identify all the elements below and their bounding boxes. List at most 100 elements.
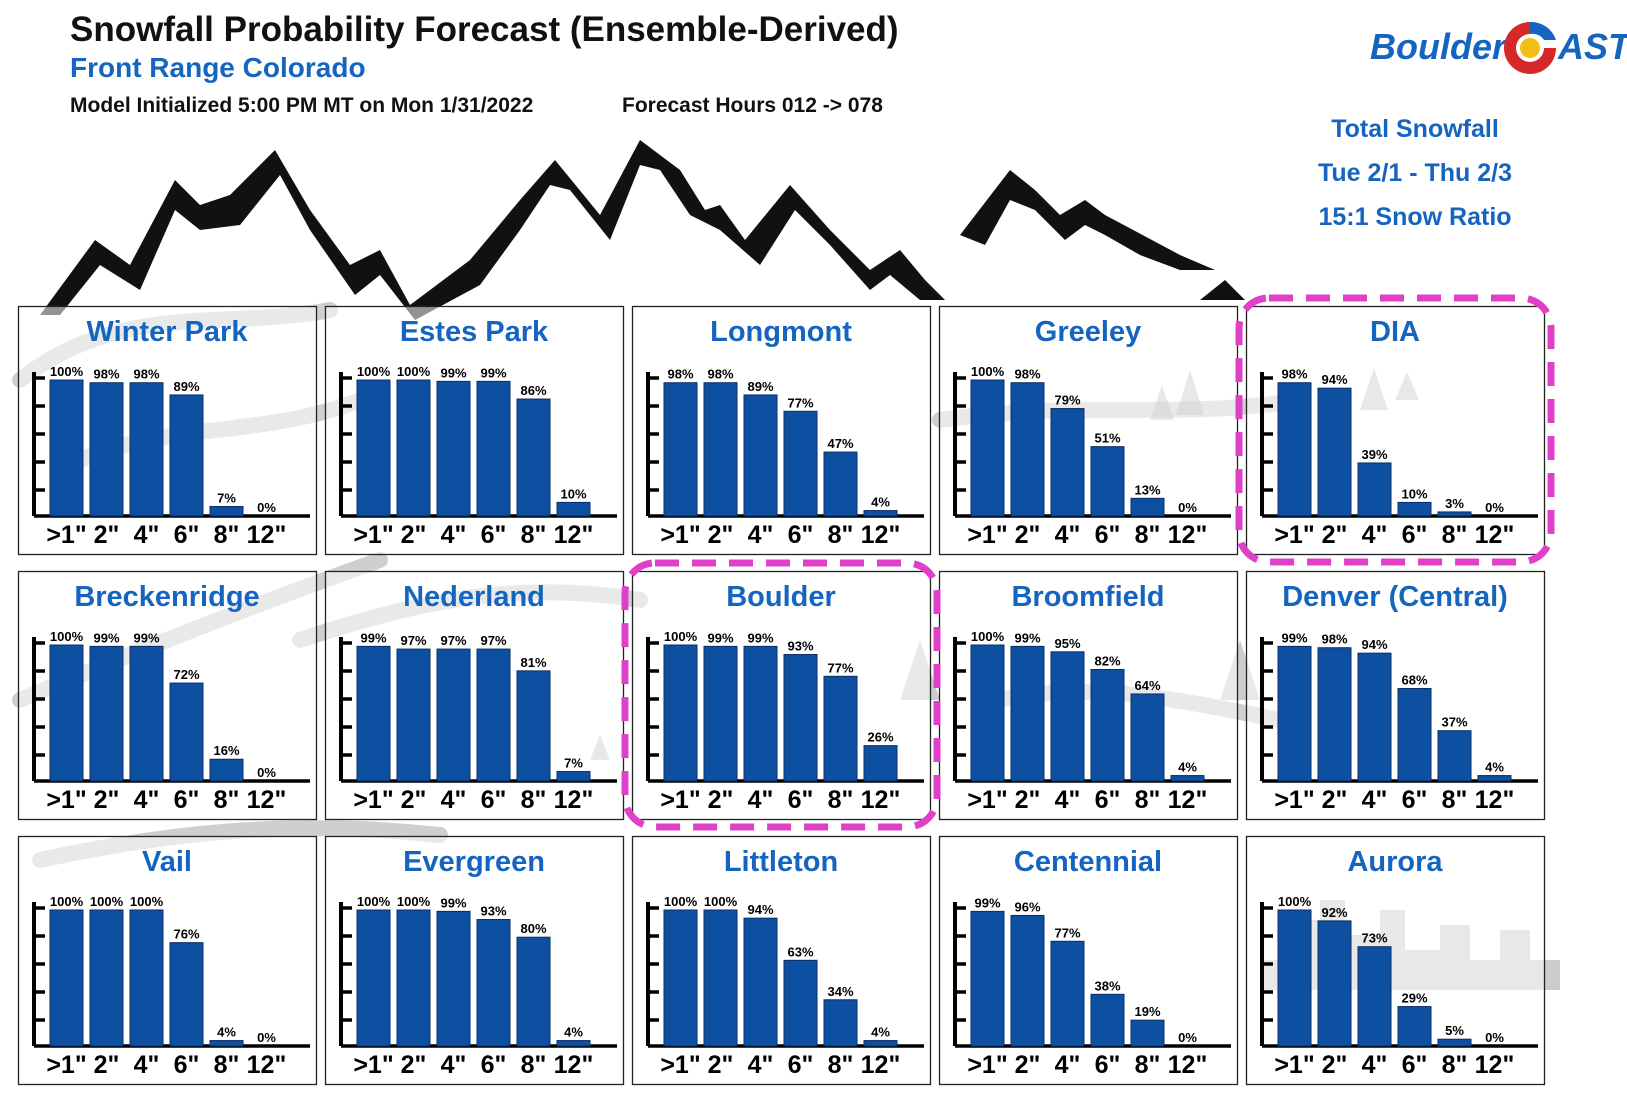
chart-title: Snowfall Probability Forecast (Ensemble-… [70,10,899,49]
bar-gt1 [356,909,391,1047]
bar-value-label: 13% [1134,482,1160,497]
bar-8 [1437,730,1472,782]
panel-title: Longmont [710,316,852,348]
bar-value-label: 100% [50,629,84,644]
x-tick-label: >1" [46,786,86,814]
bar-gt1 [970,910,1005,1047]
bar-6 [1397,501,1432,517]
bar-value-label: 4% [871,495,890,510]
x-tick-label: 12" [1168,521,1208,549]
bar-value-label: 38% [1094,978,1120,993]
bar-2 [1010,645,1045,782]
panel-title: Evergreen [403,846,545,878]
x-tick-label: 6" [788,1051,814,1079]
bar-6 [476,648,511,782]
bar-value-label: 94% [1321,372,1347,387]
bar-6 [476,380,511,517]
bar-value-label: 100% [90,894,124,909]
bar-value-label: 39% [1361,447,1387,462]
panel-dia: DIA 98% 94% 39% 10% 3% 0% >1" 2" 4" 6" 8" 12" [1245,305,1546,556]
x-tick-label: 4" [441,521,467,549]
bar-8 [516,936,551,1047]
x-tick-label: 12" [1168,786,1208,814]
bar-value-label: 16% [213,743,239,758]
x-tick-label: 6" [174,786,200,814]
bar-12 [556,501,591,517]
x-tick-label: 8" [828,786,854,814]
x-tick-label: >1" [660,786,700,814]
bar-6 [169,942,204,1047]
logo-text-left: Boulder [1370,26,1507,67]
bar-value-label: 77% [787,395,813,410]
bar-value-label: 95% [1054,636,1080,651]
bar-8 [823,675,858,782]
bar-8 [1130,1019,1165,1047]
x-tick-label: >1" [353,786,393,814]
panel-littleton: Littleton 100% 100% 94% 63% 34% 4% >1" 2" 4" 6" 8" 1… [631,835,932,1086]
x-tick-label: >1" [967,521,1007,549]
bar-value-label: 7% [564,755,583,770]
bar-value-label: 97% [480,633,506,648]
bar-gt1 [356,379,391,517]
bar-2 [1317,647,1352,782]
highlight-outline-dia [1235,294,1555,566]
x-tick-label: >1" [353,521,393,549]
bar-gt1 [49,644,84,782]
bar-value-label: 86% [520,383,546,398]
panel-longmont: Longmont 98% 98% 89% 77% 47% 4% >1" 2" 4" 6" 8" 12" [631,305,932,556]
bar-4 [436,648,471,782]
x-tick-label: >1" [967,786,1007,814]
x-tick-label: 2" [708,786,734,814]
bar-value-label: 100% [50,364,84,379]
bar-value-label: 98% [667,367,693,382]
x-tick-label: >1" [660,1051,700,1079]
bar-value-label: 100% [664,629,698,644]
bar-value-label: 93% [480,904,506,919]
x-tick-label: 2" [1015,521,1041,549]
bar-value-label: 100% [357,364,391,379]
bar-value-label: 98% [1321,632,1347,647]
bar-value-label: 99% [440,895,466,910]
bar-value-label: 51% [1094,431,1120,446]
x-tick-label: 12" [861,1051,901,1079]
bar-6 [169,682,204,782]
bar-value-label: 10% [560,486,586,501]
bar-value-label: 76% [173,927,199,942]
bar-value-label: 72% [173,667,199,682]
bar-value-label: 92% [1321,905,1347,920]
bar-value-label: 99% [974,895,1000,910]
x-tick-label: 12" [1475,521,1515,549]
bar-12 [556,1040,591,1047]
panel-title: Denver (Central) [1282,581,1508,613]
bar-value-label: 99% [93,630,119,645]
bar-gt1 [1277,382,1312,517]
x-tick-label: 12" [247,786,287,814]
bar-value-label: 5% [1445,1023,1464,1038]
x-tick-label: 6" [1402,521,1428,549]
x-tick-label: 2" [1322,786,1348,814]
bar-2 [1010,382,1045,517]
bar-2 [396,909,431,1047]
x-tick-label: 12" [861,521,901,549]
x-tick-label: 4" [134,521,160,549]
bar-gt1 [49,909,84,1047]
bar-6 [783,654,818,782]
bar-value-label: 99% [133,630,159,645]
bar-value-label: 68% [1401,673,1427,688]
x-tick-label: 4" [1055,521,1081,549]
bar-2 [396,648,431,782]
bar-4 [436,380,471,517]
panel-title: Aurora [1347,846,1443,878]
x-tick-label: 8" [1442,521,1468,549]
bar-value-label: 4% [217,1025,236,1040]
bar-gt1 [1277,909,1312,1047]
bar-6 [1090,668,1125,782]
info-snow-ratio: 15:1 Snow Ratio [1318,203,1512,231]
bar-value-label: 100% [50,894,84,909]
x-tick-label: 8" [214,786,240,814]
bar-value-label: 73% [1361,931,1387,946]
bar-4 [436,910,471,1047]
bar-value-label: 81% [520,655,546,670]
bar-value-label: 0% [1178,1030,1197,1045]
